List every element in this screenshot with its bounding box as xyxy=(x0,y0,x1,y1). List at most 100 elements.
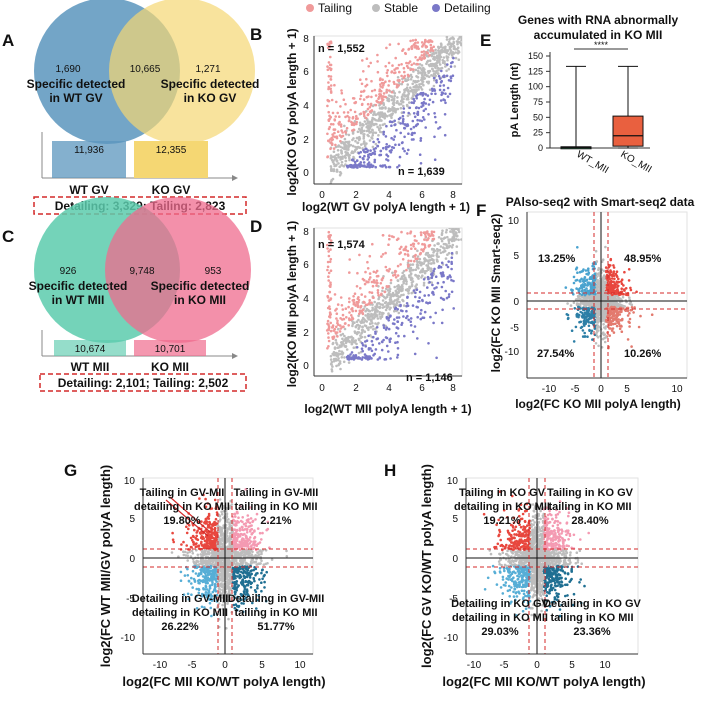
detailing-point xyxy=(380,340,384,344)
detailing-point xyxy=(439,265,443,269)
tailing-point xyxy=(329,283,332,287)
tr-point xyxy=(253,529,256,532)
detailing-point xyxy=(407,132,410,135)
stable-point xyxy=(362,140,366,143)
tailing-point xyxy=(351,299,355,302)
detailing-point xyxy=(449,65,453,68)
detailing-point xyxy=(390,136,393,140)
tl-point xyxy=(185,531,189,535)
stable-point xyxy=(337,357,340,360)
up-up-point xyxy=(609,264,612,267)
stable-point xyxy=(331,196,334,199)
up-up-point xyxy=(615,280,618,284)
tailing-point xyxy=(381,78,384,81)
stable-point xyxy=(358,146,362,149)
stable-point xyxy=(597,293,601,297)
tailing-point xyxy=(341,134,345,138)
tailing-point xyxy=(339,324,342,327)
e-ylabel: pA Length (nt) xyxy=(509,62,521,137)
detailing-point xyxy=(413,325,417,328)
stable-point xyxy=(437,55,441,59)
d-xtick-8: 8 xyxy=(450,383,456,394)
detailing-point xyxy=(381,164,385,167)
stable-point xyxy=(340,345,343,348)
tl-point xyxy=(203,539,207,543)
stable-point xyxy=(436,66,440,70)
stable-point xyxy=(418,260,421,264)
stable-point xyxy=(336,327,340,331)
detailing-point xyxy=(364,147,367,151)
stable-point xyxy=(406,261,410,265)
tailing-point xyxy=(400,245,403,249)
panel-b: B n = 1,552 n = 1,639 0 2 4 6 8 0 2 4 6 … xyxy=(250,25,470,214)
d-n-bottom: n = 1,146 xyxy=(406,372,453,384)
stable-point xyxy=(439,45,443,49)
stable-point xyxy=(360,130,363,134)
detailing-point xyxy=(362,161,366,164)
tailing-point xyxy=(353,110,357,114)
detailing-point xyxy=(450,278,453,282)
up-up-point xyxy=(604,266,608,269)
tailing-point xyxy=(328,260,332,264)
down-down-point xyxy=(588,328,591,332)
detailing-point xyxy=(409,320,413,324)
detailing-point xyxy=(433,115,437,119)
stable-point xyxy=(459,36,462,38)
tailing-point xyxy=(397,63,401,67)
tailing-point xyxy=(421,249,425,253)
d-ytick-2: 2 xyxy=(303,328,309,339)
tailing-point xyxy=(335,317,338,320)
detailing-point xyxy=(384,135,388,138)
stable-point xyxy=(406,114,410,118)
tailing-point xyxy=(369,276,372,279)
stable-point xyxy=(429,262,433,265)
detailing-point xyxy=(382,130,386,134)
tailing-point xyxy=(327,339,331,343)
detailing-point xyxy=(415,123,418,127)
stable-point xyxy=(449,49,453,52)
tailing-point xyxy=(418,252,422,256)
stable-point xyxy=(378,115,382,118)
detailing-point xyxy=(387,319,391,322)
tailing-point xyxy=(380,292,383,296)
stable-point xyxy=(353,150,357,153)
b-ylabel: log2(KO GV polyA length + 1) xyxy=(285,28,299,195)
stable-point xyxy=(360,328,364,332)
detailing-point xyxy=(450,256,454,260)
stable-point xyxy=(444,242,447,246)
stable-point xyxy=(337,363,340,367)
stable-point xyxy=(421,74,424,77)
detailing-point xyxy=(350,351,354,354)
down-up-point xyxy=(570,288,573,292)
venn-c-right-label-1: Specific detected xyxy=(151,279,250,293)
stable-point xyxy=(186,559,189,562)
b-ytick-4: 4 xyxy=(303,101,309,112)
stable-point xyxy=(454,51,458,54)
tailing-point xyxy=(343,130,347,133)
detailing-point xyxy=(387,316,391,320)
detailing-point xyxy=(373,158,377,162)
tailing-point xyxy=(329,87,333,91)
tailing-point xyxy=(348,258,352,261)
stable-point xyxy=(366,312,370,316)
up-down-point xyxy=(617,322,621,326)
detailing-point xyxy=(418,119,422,122)
tailing-point xyxy=(370,109,374,112)
up-up-point xyxy=(622,292,625,296)
detailing-point xyxy=(388,340,392,344)
tailing-point xyxy=(339,317,342,320)
tailing-point xyxy=(332,147,336,150)
stable-point xyxy=(595,331,598,335)
down-down-point xyxy=(566,317,570,321)
stable-point xyxy=(249,549,253,552)
summary-a-box xyxy=(33,196,247,215)
detailing-point xyxy=(373,352,377,356)
tailing-point xyxy=(327,85,331,89)
stable-point xyxy=(353,321,356,325)
stable-point xyxy=(402,304,406,307)
tailing-point xyxy=(326,296,330,299)
detailing-point xyxy=(403,123,407,126)
stable-point xyxy=(403,91,406,94)
stable-point xyxy=(334,156,338,160)
tr-point xyxy=(248,536,252,539)
